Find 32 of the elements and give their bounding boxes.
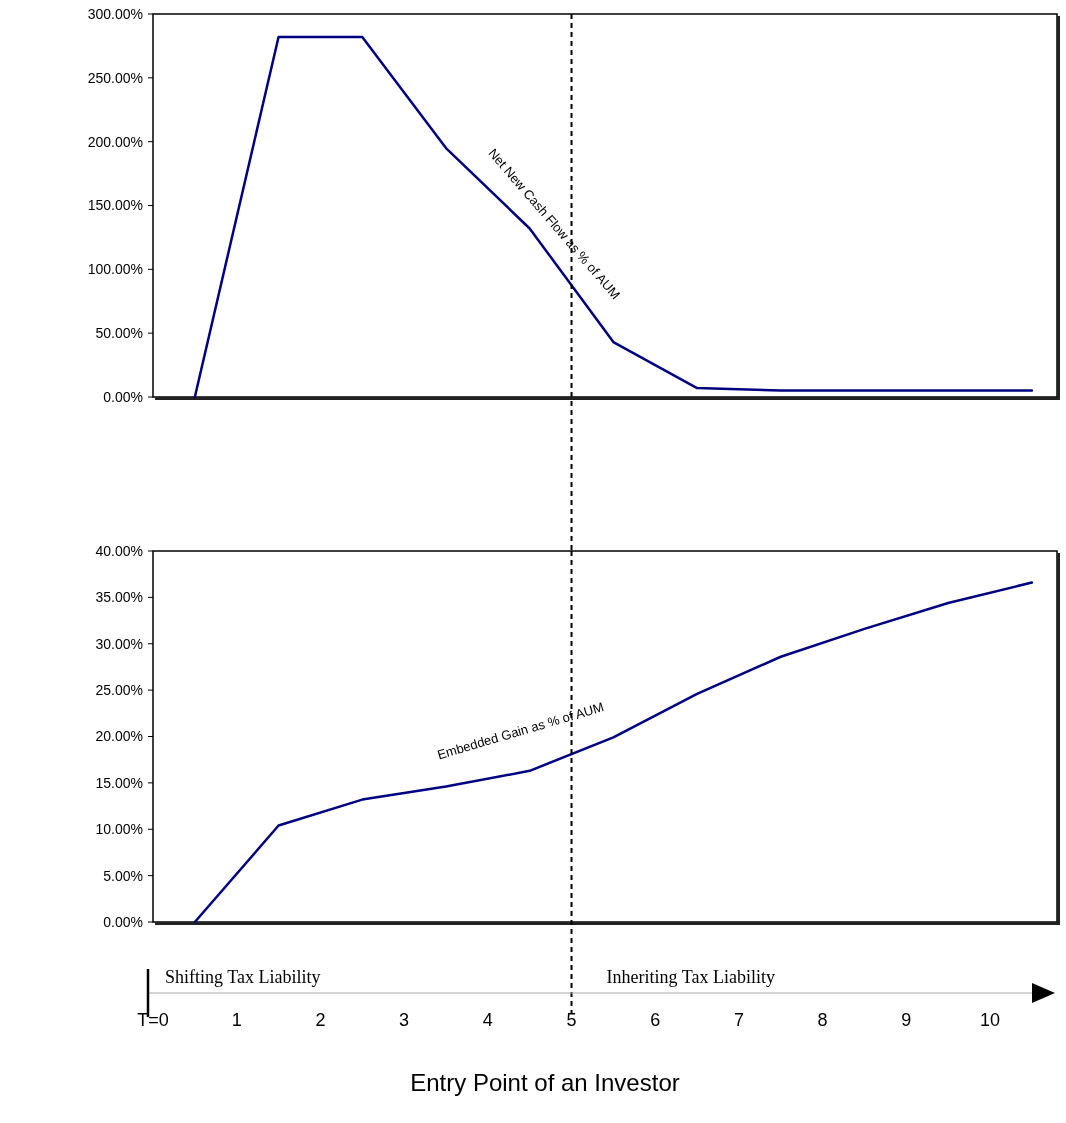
x-tick-label: 6 xyxy=(650,1010,661,1030)
x-axis-title: Entry Point of an Investor xyxy=(410,1069,680,1096)
line-series xyxy=(193,581,1034,924)
x-tick-label: 4 xyxy=(482,1010,493,1030)
y-tick-label: 40.00% xyxy=(95,542,143,559)
x-tick-label: 7 xyxy=(733,1010,744,1030)
y-tick-label: 35.00% xyxy=(95,589,143,606)
y-tick-label: 100.00% xyxy=(87,261,143,278)
x-tick-label: T=0 xyxy=(137,1010,169,1030)
x-tick-label: 1 xyxy=(231,1010,242,1030)
y-tick-label: 25.00% xyxy=(95,682,143,699)
x-tick-label: 2 xyxy=(315,1010,326,1030)
y-tick-label: 5.00% xyxy=(103,867,143,884)
x-tick-label: 10 xyxy=(980,1010,1001,1030)
y-tick-label: 10.00% xyxy=(95,821,143,838)
y-tick-label: 0.00% xyxy=(103,913,143,930)
y-tick-label: 30.00% xyxy=(95,635,143,652)
y-tick-label: 250.00% xyxy=(87,69,143,86)
x-tick-label: 5 xyxy=(566,1010,577,1030)
y-tick-label: 20.00% xyxy=(95,728,143,745)
y-tick-label: 50.00% xyxy=(95,325,143,342)
y-tick-label: 200.00% xyxy=(87,133,143,150)
y-tick-label: 15.00% xyxy=(95,774,143,791)
text: Shifting Tax Liability xyxy=(165,967,321,987)
y-tick-label: 0.00% xyxy=(103,388,143,405)
x-tick-label: 8 xyxy=(817,1010,828,1030)
y-tick-label: 150.00% xyxy=(87,197,143,214)
x-tick-label: 3 xyxy=(399,1010,410,1030)
text: Inheriting Tax Liability xyxy=(606,967,775,987)
line-series xyxy=(193,35,1034,399)
y-tick-label: 300.00% xyxy=(87,5,143,22)
x-tick-label: 9 xyxy=(901,1010,912,1030)
